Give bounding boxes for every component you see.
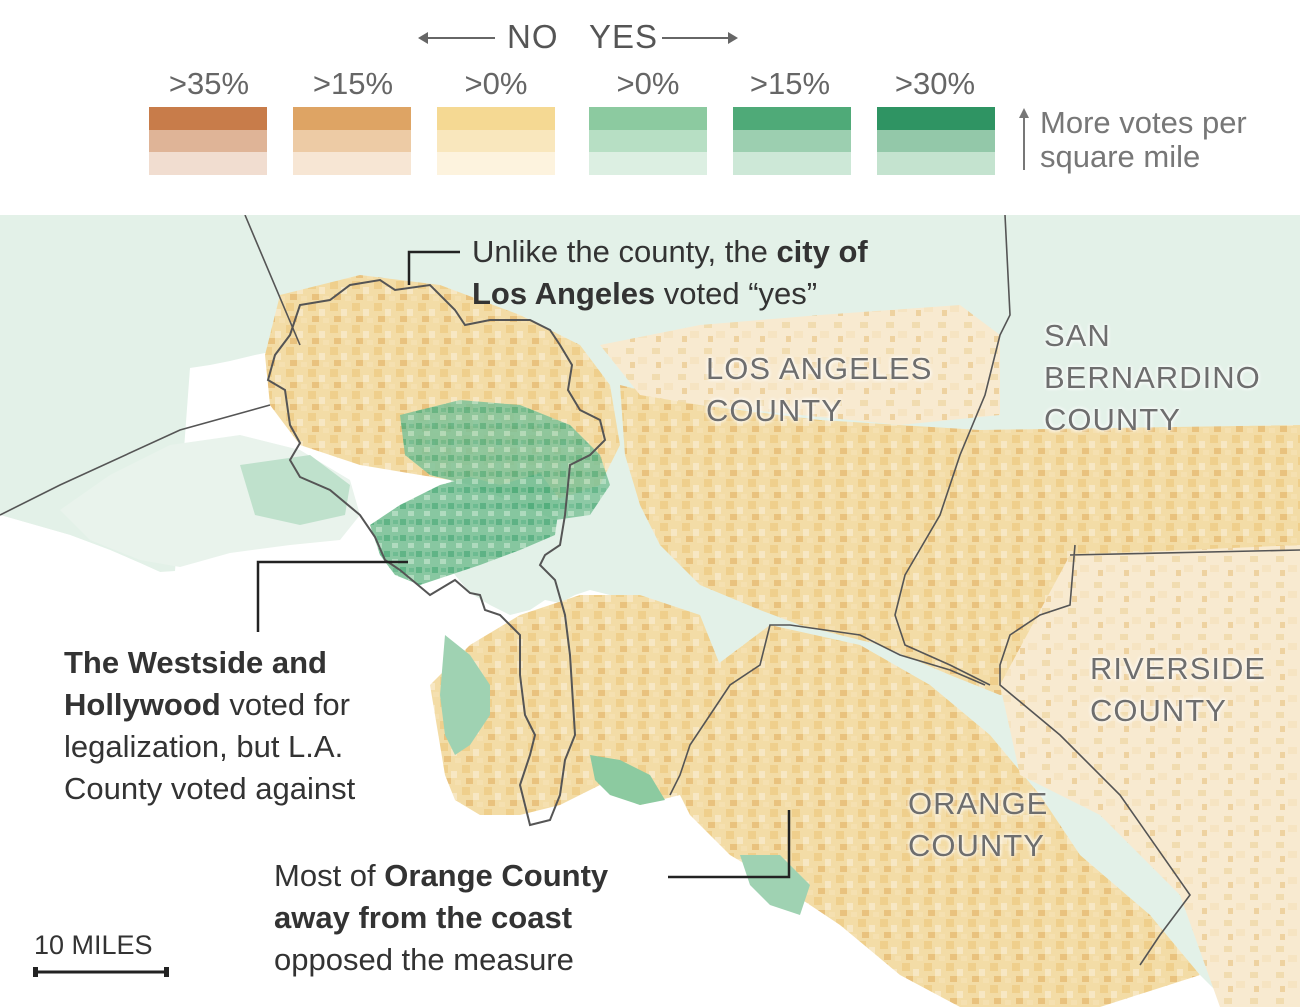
- legend-swatch-no-strong: [149, 107, 267, 175]
- county-boundary-lines: [0, 215, 1300, 966]
- county-label-los-angeles: LOS ANGELES COUNTY: [706, 351, 933, 428]
- annotation-westside: The Westside and Hollywood voted for leg…: [64, 645, 356, 806]
- county-label-san-bernardino: SAN BERNARDINO COUNTY: [1044, 318, 1261, 437]
- legend-swatch-no-weak: [437, 107, 555, 175]
- county-label-riverside: RIVERSIDE COUNTY: [1090, 651, 1267, 728]
- choropleth-map: [0, 215, 1300, 1007]
- beach-cities-yes-region: [440, 635, 490, 755]
- south-la-region: [430, 595, 720, 815]
- oc-coast-yes-region: [740, 855, 810, 915]
- legend-threshold-yes-strong: >30%: [894, 66, 976, 101]
- legend-no-label: NO: [507, 18, 559, 55]
- legend-swatch-yes-strong: [877, 107, 995, 175]
- legend-threshold-yes-weak: >0%: [616, 66, 680, 101]
- riverside-region: [1000, 545, 1300, 1007]
- arrow-right-icon: [728, 32, 738, 44]
- legend-yes-label: YES: [589, 18, 659, 55]
- legend-swatch-yes-mid: [733, 107, 851, 175]
- orange-county-no-region: [670, 625, 1200, 1007]
- annotation-orange-county: Most of Orange County away from the coas…: [274, 858, 609, 977]
- legend-threshold-no-strong: >35%: [168, 66, 250, 101]
- legend-swatch-yes-weak: [589, 107, 707, 175]
- annotation-city-of-la: Unlike the county, the city of Los Angel…: [472, 234, 868, 311]
- legend-density-note: More votes per square mile: [1040, 105, 1247, 174]
- hollywood-yes-region: [400, 400, 610, 520]
- long-beach-yes-region: [590, 755, 665, 805]
- ocean: [0, 515, 925, 1007]
- arrow-left-icon: [418, 32, 428, 44]
- scale-label: 10 MILES: [34, 930, 153, 960]
- legend-threshold-no-mid: >15%: [312, 66, 394, 101]
- legend-threshold-no-weak: >0%: [464, 66, 528, 101]
- scale-bar: [33, 967, 169, 977]
- county-label-orange: ORANGE COUNTY: [908, 786, 1049, 863]
- northeast-region: [600, 305, 1000, 425]
- malibu-yes-region: [240, 455, 350, 525]
- legend-swatch-no-mid: [293, 107, 411, 175]
- legend-threshold-yes-mid: >15%: [749, 66, 831, 101]
- city-of-la-boundary: [266, 278, 607, 827]
- arrow-up-icon: [1019, 108, 1029, 170]
- legend-direction-arrows: [418, 32, 738, 44]
